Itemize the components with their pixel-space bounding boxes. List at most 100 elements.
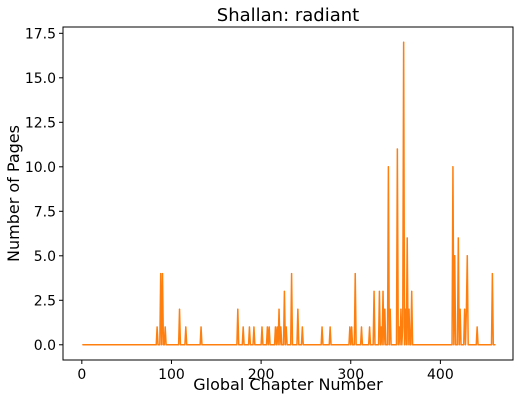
data-point [457,237,459,239]
data-point [166,344,168,346]
data-point [321,326,323,328]
data-point [156,326,158,328]
chart-title: Shallan: radiant [217,5,359,26]
x-tick-label: 300 [337,367,364,383]
data-point [249,344,251,346]
data-point [254,344,256,346]
data-point [454,255,456,257]
data-point [494,344,496,346]
data-point [286,344,288,346]
data-point [412,344,415,346]
data-point [378,290,381,292]
data-point [396,148,398,150]
data-point [373,290,375,292]
data-point [291,344,294,346]
data-point [477,344,479,346]
data-point [178,344,180,346]
data-point [253,326,255,328]
data-point [266,326,268,328]
data-point [369,344,372,346]
data-point [329,326,331,328]
y-tick-label: 10.0 [25,160,56,176]
data-point [379,344,381,346]
x-tick-label: 400 [427,367,454,383]
data-point [283,290,286,292]
data-point [405,344,407,346]
data-point [349,326,351,328]
data-point [330,344,332,346]
data-point [492,344,494,346]
data-point [82,344,84,346]
data-point [297,308,299,310]
data-point [161,272,164,275]
data-point [296,344,298,346]
data-point [406,237,408,239]
data-point [165,344,167,346]
data-point [384,308,386,310]
data-point [400,308,402,310]
data-point [320,344,322,346]
data-point [381,344,383,346]
series-layer [82,41,496,346]
data-point [201,344,203,346]
data-point [243,344,245,346]
data-point [252,344,254,346]
y-tick-label: 5.0 [34,249,56,265]
data-point [408,308,410,310]
data-point [390,344,392,346]
data-point [404,308,407,310]
data-point [322,344,324,346]
data-point [490,344,493,346]
data-point [455,344,457,346]
data-point [351,344,354,346]
data-point [160,272,162,275]
data-point [458,344,460,346]
data-point [377,344,380,346]
data-point [467,344,469,346]
data-point [302,344,304,346]
data-point [351,326,353,328]
data-point [290,272,293,275]
data-point [397,344,399,346]
data-point [354,272,356,275]
data-point [269,344,271,346]
data-point [281,344,283,346]
data-point [382,290,384,292]
data-point [463,344,465,346]
data-point [238,344,240,346]
data-point [179,344,182,346]
data-point [274,326,277,328]
data-point [452,166,454,168]
data-point [368,326,371,328]
data-point [301,326,303,328]
data-point [491,272,493,275]
data-point [412,344,414,346]
data-point [353,344,355,346]
data-point [178,308,181,310]
y-tick-label: 7.5 [34,204,56,220]
data-point [262,344,264,346]
data-point [267,344,269,346]
data-point [391,344,393,346]
data-point [368,344,370,346]
data-point [469,344,471,346]
data-point [468,344,470,346]
data-point [466,255,468,257]
data-point [279,344,281,346]
data-point [186,344,188,346]
data-point [399,344,401,346]
data-point [470,344,472,346]
data-point [162,344,164,346]
data-point [282,344,285,346]
data-point [386,344,389,346]
y-tick-label: 17.5 [25,26,56,42]
data-point [200,326,202,328]
data-point [276,326,278,328]
data-point [451,344,453,346]
data-point [298,344,300,346]
data-point [355,344,357,346]
x-axis-label: Global Chapter Number [193,375,383,394]
data-point [407,344,409,346]
